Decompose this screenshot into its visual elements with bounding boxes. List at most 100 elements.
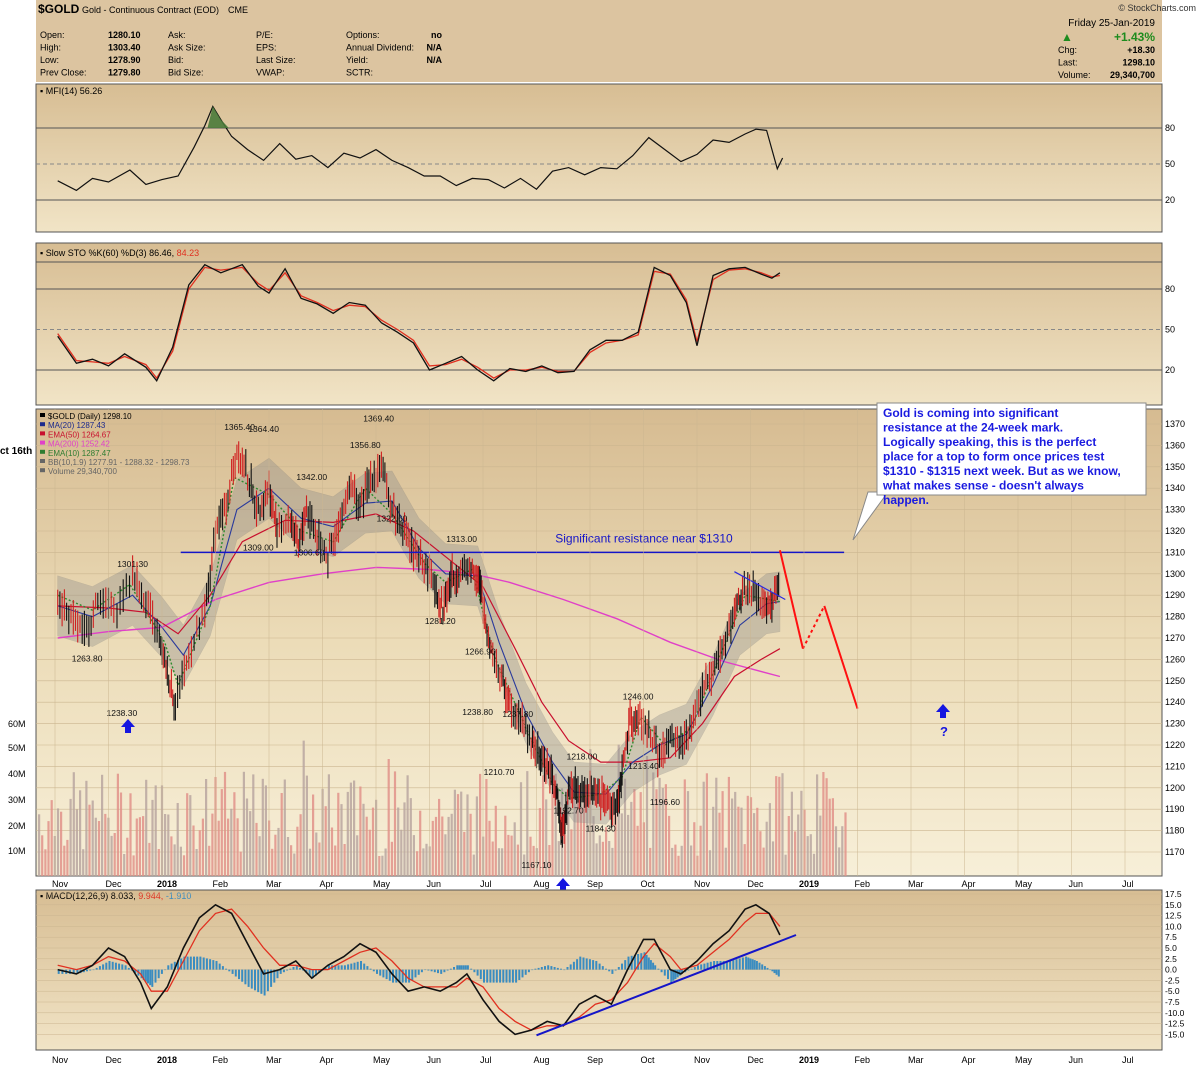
bollinger-band [57,457,781,825]
macd-histogram-bar [579,956,582,970]
volume-bar [652,772,655,876]
macd-histogram-bar [585,958,588,970]
macd-histogram-bar [124,965,127,970]
annotation-text: Gold is coming into significant resistanc… [882,406,1121,507]
macd-histogram-bar [244,969,247,985]
volume-bar [548,845,551,876]
volume-bar [649,847,652,876]
mfi-line [57,105,784,192]
volume-bar [535,848,538,876]
price-tick-label: 1250 [1165,676,1185,686]
header-panel [36,0,1162,82]
volume-bar [800,790,803,876]
macd-histogram-bar [492,969,495,983]
volume-bar [242,771,245,876]
volume-bar [312,794,315,876]
macd-histogram-bar [735,959,738,970]
volume-bar [586,797,589,876]
volume-bar [466,794,469,876]
volume-bar [91,800,94,876]
month-tick-label: Feb [213,879,229,889]
volume-bar [138,817,141,876]
volume-bar [362,803,365,876]
price-point-label: 1266.90 [465,647,496,657]
volume-bar [406,775,409,876]
volume-bar [255,822,258,876]
macd-tick-label: -12.5 [1165,1019,1185,1029]
volume-bar [412,835,415,876]
price-point-label: 1369.40 [363,413,394,423]
up-arrow-icon [936,704,950,718]
macd-histogram-bar [57,969,60,974]
volume-bar [409,798,412,876]
macd-histogram-bar [170,963,173,970]
macd-histogram-bar [505,969,508,983]
volume-bar [41,835,44,876]
month-tick-label: 2019 [799,879,819,889]
macd-histogram-bar [537,967,540,970]
month-tick-label: May [373,1055,391,1065]
volume-bar [63,845,66,876]
forecast-down-2 [823,605,859,709]
volume-bar [286,837,290,876]
macd-histogram-bar [674,969,677,980]
macd-histogram-bar [241,969,244,982]
volume-bar [142,816,145,876]
volume-bar [145,779,148,876]
volume-bar [519,782,523,876]
macd-histogram-bar [411,969,414,980]
volume-bar [82,849,85,876]
macd-tick-label: 2.5 [1165,954,1177,964]
up-arrow-icon: ▲ [1061,30,1073,44]
month-tick-label: Jul [480,879,492,889]
volume-bar [746,795,749,876]
volume-bar [803,809,806,876]
macd-tick-label: -7.5 [1165,997,1180,1007]
volume-bar [349,782,352,876]
volume-bar [453,789,456,876]
volume-bar [79,790,82,876]
legend-entry: BB(10,1.9) 1277.91 - 1288.32 - 1298.73 [48,458,190,467]
volume-bar [249,811,252,876]
macd-histogram-bar [193,956,195,970]
macd-histogram-bar [709,961,712,970]
axis-tick-label: 50 [1165,159,1175,169]
macd-histogram-bar [114,962,117,970]
resistance-label: Significant resistance near $1310 [555,531,733,545]
volume-bar [620,813,623,876]
macd-histogram-bar [183,956,186,970]
price-tick-label: 1330 [1165,505,1185,515]
macd-histogram-bar [164,969,167,971]
volume-bar [179,846,182,876]
volume-bar [693,822,696,876]
macd-histogram-bar [703,963,706,970]
volume-bar [809,834,812,876]
macd-histogram-bar [327,965,330,970]
macd-histogram-bar [614,969,617,971]
volume-bar [576,796,579,876]
month-tick-label: May [1015,879,1033,889]
volume-bar [781,773,784,876]
quote-table: Open: 1280.10 High: 1303.40 Low: 1278.90 Prev … [40,30,1155,80]
volume-tick-label: 50M [8,743,26,753]
volume-bar [834,826,838,876]
volume-bar [787,816,790,876]
volume-bar [261,778,264,876]
volume-bar [101,774,104,876]
macd-tick-label: -2.5 [1165,975,1180,985]
macd-line [57,903,781,1036]
macd-histogram-bar [228,969,231,972]
macd-histogram-bar [624,960,627,970]
macd-histogram-bar [105,962,108,970]
macd-histogram-bar [758,962,761,970]
macd-tick-label: 7.5 [1165,932,1177,942]
macd-histogram-bar [654,965,657,970]
macd-histogram-bar [118,963,121,970]
quote-label: Bid Size: [168,68,204,78]
macd-histogram-bar [592,960,595,970]
volume-bar [749,797,753,876]
macd-histogram-bar [353,962,356,970]
volume-bar [340,804,343,876]
macd-histogram-bar [453,967,455,970]
price-tick-label: 1260 [1165,654,1185,664]
